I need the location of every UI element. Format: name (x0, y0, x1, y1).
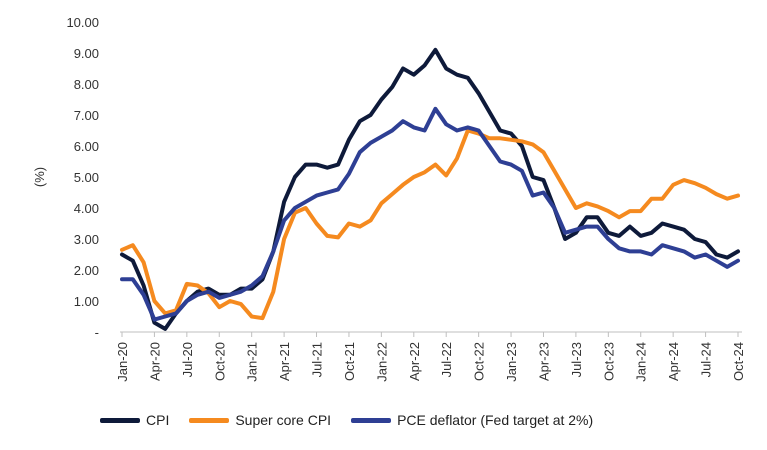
x-tick-label: Oct-23 (601, 342, 616, 381)
legend-swatch-cpi (100, 417, 140, 423)
series-line-cpi (120, 47, 740, 331)
x-tick-label: Apr-22 (407, 342, 422, 381)
series-lines (120, 47, 740, 331)
y-axis-ticks: - 1.00 2.00 3.00 4.00 5.00 6.00 7.00 8.00 9.00 10.… (66, 15, 99, 340)
x-tick-label: Oct-24 (731, 342, 746, 381)
x-tick-label: Jul-24 (699, 342, 714, 377)
x-tick-label: Jan-20 (115, 342, 130, 382)
y-tick-label: 7.00 (74, 108, 99, 123)
y-tick-label: 5.00 (74, 170, 99, 185)
x-tick-label: Jan-24 (634, 342, 649, 382)
x-tick-label: Jul-23 (569, 342, 584, 377)
x-tick-label: Apr-24 (666, 342, 681, 381)
y-axis-title-group: (%) (32, 167, 47, 187)
x-tick-label: Oct-22 (472, 342, 487, 381)
legend-label-super-core-cpi: Super core CPI (235, 412, 332, 428)
legend-swatch-super-core-cpi (189, 417, 230, 423)
x-tick-label: Jul-20 (180, 342, 195, 377)
y-tick-label: 2.00 (74, 263, 99, 278)
series-line-super-core-cpi (120, 128, 740, 321)
x-tick-label: Jul-21 (310, 342, 325, 377)
x-tick-label: Jan-22 (374, 342, 389, 382)
legend-item-pce-deflator: PCE deflator (Fed target at 2%) (351, 412, 593, 428)
series-line-pce-deflator-fed-target-at-2 (120, 106, 740, 322)
y-tick-label: 9.00 (74, 46, 99, 61)
y-axis-title: (%) (32, 167, 47, 187)
x-tick-label: Jan-21 (245, 342, 260, 382)
x-tick-label: Oct-21 (342, 342, 357, 381)
y-tick-label: 6.00 (74, 139, 99, 154)
x-tick-label: Apr-20 (147, 342, 162, 381)
y-tick-label: 4.00 (74, 201, 99, 216)
x-tick-label: Apr-23 (536, 342, 551, 381)
x-tick-label: Oct-20 (212, 342, 227, 381)
x-tick-label: Jan-23 (504, 342, 519, 382)
y-tick-label: - (95, 325, 99, 340)
x-axis-ticks: Jan-20 Apr-20 Jul-20 Oct-20 Jan-21 Apr-21 Jul-… (115, 332, 746, 382)
legend-label-pce-deflator: PCE deflator (Fed target at 2%) (397, 412, 594, 428)
y-tick-label: 10.00 (66, 15, 99, 30)
legend-item-super-core-cpi: Super core CPI (189, 412, 331, 428)
legend-item-cpi: CPI (100, 412, 169, 428)
y-tick-label: 1.00 (74, 294, 99, 309)
y-tick-label: 8.00 (74, 77, 99, 92)
x-tick-label: Apr-21 (277, 342, 292, 381)
legend-swatch-pce-deflator (351, 417, 392, 423)
y-tick-label: 3.00 (74, 232, 99, 247)
x-tick-label: Jul-22 (439, 342, 454, 377)
legend-label-cpi: CPI (146, 412, 170, 428)
legend: CPI Super core CPI PCE deflator (Fed tar… (100, 412, 613, 428)
